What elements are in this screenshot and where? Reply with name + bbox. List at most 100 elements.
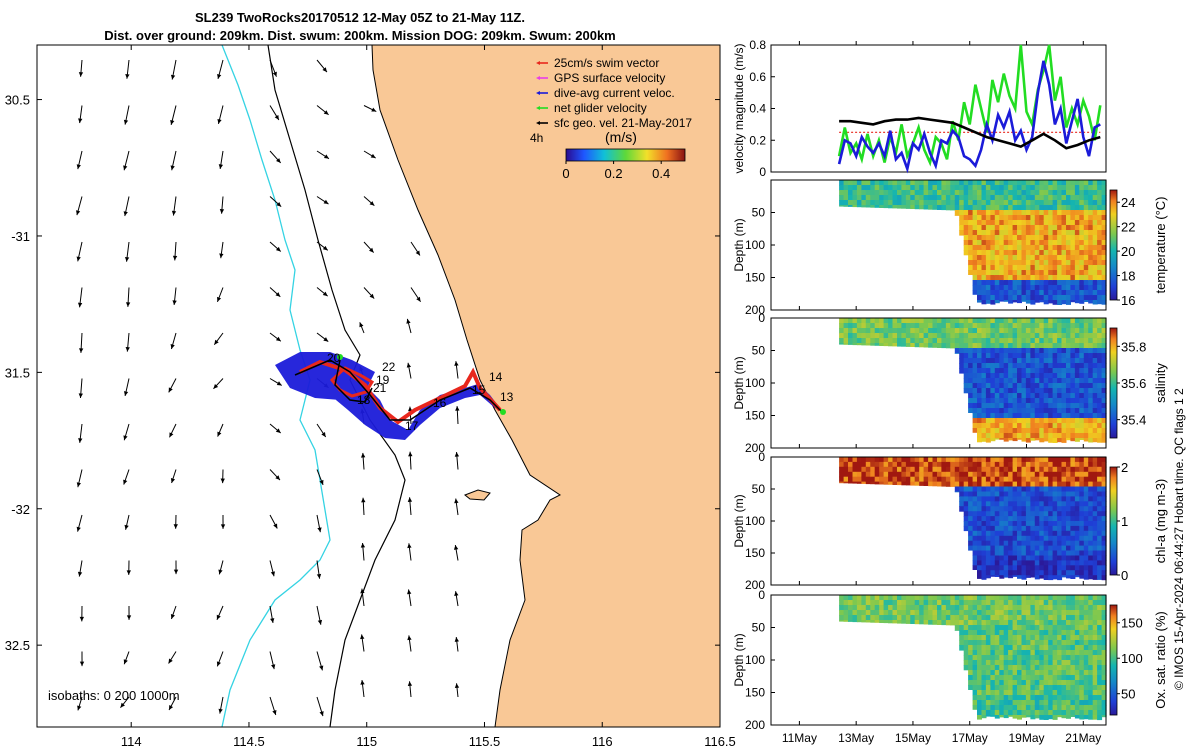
- current-vector-fan: [275, 352, 503, 440]
- geo-velocity-arrow-head: [359, 322, 364, 328]
- geo-velocity-arrow-head: [76, 482, 81, 488]
- geo-velocity-arrow-head: [168, 658, 173, 664]
- map-x-tick-label: 115: [356, 734, 377, 749]
- geo-velocity-arrow-head: [360, 452, 366, 458]
- map-y-tick-label: -31: [11, 229, 30, 244]
- map-x-tick-label: 116.5: [704, 734, 736, 749]
- island-shape: [464, 489, 491, 501]
- legend-interval-label: 4h: [530, 131, 543, 145]
- geo-velocity-arrow-head: [272, 710, 277, 716]
- geo-velocity-arrow-head: [407, 635, 412, 641]
- geo-velocity-arrow-head: [370, 153, 376, 159]
- geo-velocity-arrow-head: [213, 383, 219, 389]
- geo-velocity-arrow-head: [271, 664, 276, 670]
- track-label-22: 22: [382, 360, 396, 374]
- geo-velocity-arrow-head: [170, 478, 176, 483]
- map-x-tick-label: 115.5: [469, 734, 501, 749]
- geo-velocity-arrow-head: [274, 114, 279, 120]
- geo-velocity-arrow-head: [361, 497, 366, 503]
- geo-velocity-arrow-head: [455, 406, 460, 411]
- geo-velocity-arrow-head: [216, 614, 221, 620]
- geo-velocity-arrow-head: [170, 165, 175, 171]
- geo-velocity-arrow-head: [454, 452, 460, 457]
- geo-velocity-arrow-head: [322, 67, 327, 73]
- geo-velocity-arrow-head: [371, 107, 377, 112]
- map-y-tick-label: 31.5: [5, 365, 30, 380]
- legend-label: GPS surface velocity: [554, 71, 665, 85]
- geo-velocity-arrow-head: [275, 428, 281, 433]
- track-label-13: 13: [500, 390, 514, 404]
- geo-velocity-arrow-head: [454, 361, 459, 366]
- map-y-axis: 30.5 -31 31.5 -32 32.5: [5, 93, 720, 653]
- geo-velocity-arrow-head: [323, 154, 329, 159]
- geo-velocity-arrow-head: [79, 661, 85, 667]
- geo-velocity-arrow-head: [360, 542, 366, 548]
- speed-colorbar: [565, 148, 686, 162]
- chart-title-line-2: Dist. over ground: 209km. Dist. swum: 20…: [104, 28, 616, 43]
- geo-velocity-arrow-head: [408, 406, 413, 412]
- geo-velocity-arrow-head: [454, 683, 460, 689]
- geo-velocity-arrow-head: [323, 110, 329, 115]
- geo-velocity-arrow-head: [169, 705, 174, 711]
- legend-label: dive-avg current veloc.: [554, 86, 675, 100]
- geo-velocity-arrow-head: [407, 497, 413, 502]
- geo-velocity-arrow-head: [77, 571, 83, 577]
- geo-velocity-arrow-head: [170, 613, 175, 619]
- geo-velocity-arrow-head: [78, 393, 83, 399]
- geo-velocity-arrow-head: [125, 346, 130, 352]
- colorbar-tick-label: 0.2: [605, 166, 623, 181]
- geo-velocity-arrow-head: [125, 302, 131, 307]
- geo-velocity-arrow-head: [407, 681, 413, 687]
- geo-velocity-arrow-head: [76, 210, 81, 216]
- geo-velocity-arrow-head: [172, 300, 177, 305]
- geo-velocity-arrow-head: [407, 589, 412, 595]
- geo-velocity-arrow-head: [322, 245, 328, 251]
- geo-velocity-arrow-head: [78, 118, 83, 124]
- legend-label: 25cm/s swim vector: [554, 56, 659, 70]
- geo-velocity-arrow-head: [219, 253, 224, 259]
- geo-velocity-arrow-head: [369, 293, 375, 299]
- geo-velocity-arrow-head: [123, 435, 128, 441]
- geo-velocity-arrow-head: [123, 479, 128, 485]
- geo-velocity-arrow-head: [126, 615, 132, 620]
- isobath-label: isobaths: 0 200 1000m: [48, 688, 180, 703]
- sfc-track-line: [294, 359, 503, 421]
- geo-velocity-arrow-head: [124, 256, 130, 262]
- legend-swatch-head: [536, 61, 540, 65]
- geo-velocity-arrow-head: [76, 526, 81, 532]
- legend-swatch-head: [536, 76, 540, 80]
- geo-velocity-arrow-head: [214, 339, 219, 345]
- geo-velocity-arrow-head: [406, 362, 412, 368]
- surface-velocity-arrows: [76, 59, 460, 717]
- geo-velocity-arrow-head: [317, 619, 323, 625]
- geo-velocity-arrow-head: [319, 479, 324, 485]
- geo-velocity-arrow-head: [369, 247, 374, 253]
- track-label-18: 18: [357, 393, 371, 407]
- geo-velocity-arrow-head: [317, 527, 322, 533]
- map-y-tick-label: 30.5: [5, 93, 30, 108]
- geo-velocity-arrow-head: [78, 72, 84, 77]
- geo-velocity-arrow-head: [76, 256, 81, 262]
- geo-velocity-arrow-head: [218, 569, 223, 575]
- map-frame: [36, 44, 721, 728]
- geo-velocity-arrow-head: [79, 616, 85, 622]
- geo-velocity-arrow-head: [321, 432, 326, 437]
- track-label-17: 17: [405, 419, 419, 433]
- geo-velocity-arrow-head: [218, 164, 224, 169]
- geo-velocity-arrow-head: [415, 250, 420, 256]
- geo-velocity-arrow-head: [360, 588, 365, 594]
- track-end-marker: [500, 409, 506, 415]
- geo-velocity-arrow-head: [173, 524, 178, 529]
- geo-velocity-arrow-head: [78, 348, 84, 353]
- geo-velocity-arrow-head: [169, 432, 174, 438]
- geo-velocity-arrow-head: [322, 291, 328, 297]
- geo-velocity-arrow-head: [319, 665, 324, 671]
- geo-velocity-arrow-head: [77, 302, 83, 308]
- geo-velocity-arrow-head: [316, 573, 322, 579]
- geo-velocity-arrow-head: [276, 381, 282, 386]
- map-x-tick-label: 114.5: [233, 734, 265, 749]
- legend-swatch-head: [536, 121, 540, 125]
- geo-velocity-arrow-head: [275, 475, 280, 481]
